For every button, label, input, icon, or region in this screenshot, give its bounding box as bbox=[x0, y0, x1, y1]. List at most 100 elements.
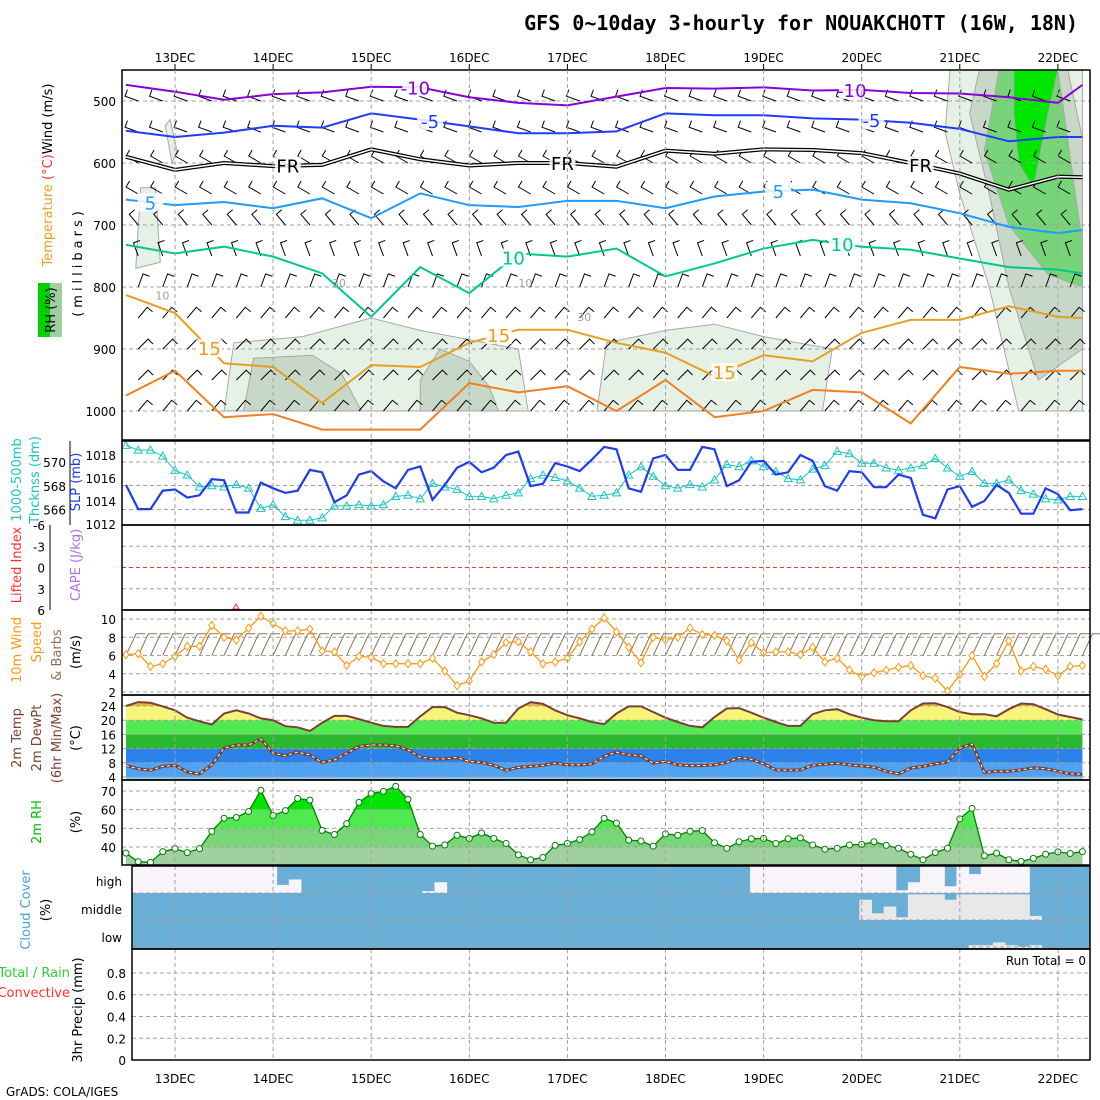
cloud-bar-high bbox=[276, 884, 290, 893]
upper-air-plot: -10 -10 -5 -5 FR FR FR 5 5 10 10 15 15 15 10 30 10 30 bbox=[122, 70, 1090, 431]
rh2m-point bbox=[968, 804, 976, 812]
thickness-point bbox=[599, 490, 610, 499]
wind-barb bbox=[603, 369, 620, 381]
wind10-barb bbox=[309, 633, 330, 656]
dewpt2m-label: 2m DewPt bbox=[30, 705, 45, 772]
wind-barb bbox=[663, 89, 678, 102]
wind-speed-point bbox=[637, 657, 645, 668]
thickness-point bbox=[329, 500, 340, 510]
thickness-point bbox=[795, 474, 806, 484]
day-label-bottom: 18DEC bbox=[645, 1072, 685, 1086]
axes: 13DEC 13DEC 14DEC 14DEC 15DEC 15DEC 16DEC 16DEC… bbox=[33, 51, 1091, 1086]
wind-barb bbox=[835, 120, 850, 133]
wind-barb bbox=[334, 338, 350, 350]
wind-barb bbox=[861, 180, 875, 195]
wind-barb bbox=[615, 149, 629, 164]
rh2m-point bbox=[392, 782, 400, 790]
wind-barb bbox=[284, 399, 301, 412]
wind-speed-point bbox=[514, 636, 522, 647]
wind-speed-point bbox=[441, 666, 449, 676]
isotherm-label-bg bbox=[711, 363, 738, 382]
rh2m-point bbox=[355, 798, 363, 806]
wind-barb bbox=[1040, 239, 1048, 257]
wind-barb bbox=[456, 369, 473, 381]
wind-barb bbox=[132, 239, 141, 257]
day-label-top: 19DEC bbox=[743, 51, 783, 65]
rh2m-point bbox=[294, 794, 302, 802]
rh2m-point bbox=[220, 814, 228, 822]
cloud-high-label: high bbox=[96, 875, 122, 889]
wind-barb bbox=[888, 209, 899, 226]
wind-barb bbox=[986, 209, 997, 226]
rh2m-point bbox=[343, 820, 351, 828]
wind-barb bbox=[296, 89, 311, 102]
wind-barb bbox=[530, 273, 543, 288]
wind-barb bbox=[942, 239, 950, 257]
rh2m-point bbox=[379, 787, 387, 795]
thickness-point bbox=[488, 493, 499, 503]
wind-barb bbox=[824, 338, 841, 350]
wind-barb bbox=[737, 120, 752, 133]
wind-barb bbox=[615, 180, 629, 195]
rh-tick-label: 60 bbox=[101, 804, 116, 818]
cloud-bar-high bbox=[228, 866, 241, 893]
wind-barb bbox=[815, 209, 826, 226]
cloud-bar-middle bbox=[980, 894, 994, 920]
wind-barb bbox=[971, 399, 987, 412]
rh2m-point bbox=[514, 851, 522, 859]
day-label-top: 13DEC bbox=[155, 51, 195, 65]
wind10-barb bbox=[162, 633, 182, 656]
isotherm-label-bg bbox=[500, 248, 527, 267]
isotherm-line bbox=[125, 188, 1083, 235]
isotherm-label: 10 bbox=[502, 248, 525, 269]
wind10-barb bbox=[284, 633, 305, 656]
pressure-tick-label: 500 bbox=[93, 95, 116, 109]
wind-barb bbox=[750, 369, 767, 381]
wind-speed-point bbox=[735, 655, 743, 665]
wind-barb bbox=[835, 89, 850, 102]
wind-speed-point bbox=[1029, 661, 1038, 672]
rh2m-point bbox=[306, 796, 314, 804]
wind-speed-point bbox=[1005, 636, 1013, 646]
rh2m-point bbox=[453, 831, 461, 839]
isotherm-label-bg bbox=[765, 181, 792, 200]
wind-barb bbox=[811, 120, 826, 133]
wind-barb bbox=[800, 306, 816, 319]
wind-barb bbox=[369, 89, 384, 102]
thickness-point bbox=[366, 500, 377, 510]
wind-barb bbox=[688, 120, 703, 133]
wind-barb bbox=[517, 180, 531, 195]
cloud-bar-high bbox=[240, 866, 253, 893]
cloud-bar-middle bbox=[920, 894, 933, 920]
rh2m-point bbox=[894, 844, 902, 852]
cloud-bar-middle bbox=[1005, 894, 1018, 920]
thickness-tick-label: 568 bbox=[43, 480, 66, 494]
thickness-label-2: Thcknss (dm) bbox=[28, 436, 43, 525]
wind-barb bbox=[444, 149, 458, 164]
wind-barb bbox=[554, 273, 567, 288]
thickness-point bbox=[1040, 493, 1051, 503]
wind-barb bbox=[1008, 149, 1022, 164]
wind-barb bbox=[996, 399, 1012, 412]
wind10-barb bbox=[1020, 633, 1041, 656]
wind-barb bbox=[628, 369, 644, 381]
wind-barb bbox=[346, 180, 360, 195]
wind10-barb bbox=[824, 633, 845, 656]
wind-barb bbox=[750, 399, 767, 412]
wind-barb bbox=[565, 89, 580, 102]
wind-tick-label: 6 bbox=[108, 650, 116, 664]
wind-speed-point bbox=[477, 657, 486, 667]
wind-speed-point bbox=[294, 626, 302, 636]
temp-band bbox=[125, 720, 1083, 735]
wind-barb bbox=[848, 273, 861, 288]
wind-barb bbox=[775, 369, 792, 381]
thickness-point bbox=[145, 445, 156, 454]
wind-speed-point bbox=[330, 647, 339, 657]
day-label-top: 22DEC bbox=[1038, 51, 1078, 65]
wind-barb bbox=[800, 399, 816, 412]
footer-credit: GrADS: COLA/IGES bbox=[6, 1085, 118, 1099]
wind10-barb bbox=[799, 633, 820, 656]
wind-barb bbox=[407, 306, 423, 319]
wind-barb bbox=[800, 369, 816, 381]
